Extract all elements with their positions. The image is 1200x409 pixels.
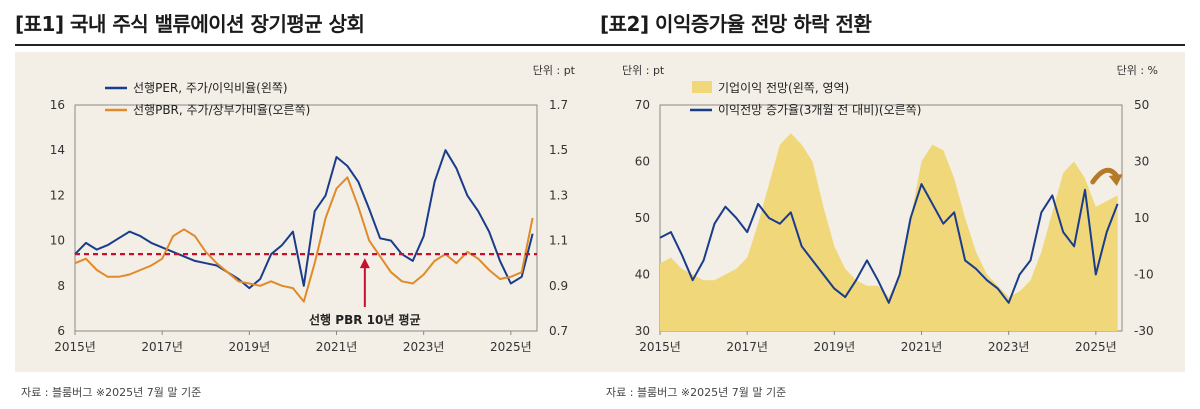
x-tick-label: 2021년 — [901, 340, 943, 354]
y-tick-label-right: 10 — [1134, 211, 1149, 225]
chart-area: 16 14 12 10 8 6 1.7 1.5 1.3 1.1 0.9 0.7 2015년 2017년 20… — [15, 52, 600, 372]
y-tick-label-right: 50 — [1134, 98, 1149, 112]
x-tick-label: 2019년 — [814, 340, 856, 354]
y-tick-label-right: 1.1 — [549, 234, 568, 248]
plot-frame — [74, 104, 538, 332]
x-tick-label: 2017년 — [726, 340, 768, 354]
x-tick-label: 2015년 — [54, 340, 96, 354]
chart-title: [표2] 이익증가율 전망 하락 전환 — [600, 12, 872, 36]
y-tick-label-right: 0.7 — [549, 324, 568, 338]
x-tick-label: 2019년 — [229, 340, 271, 354]
x-tick-label: 2025년 — [1075, 340, 1117, 354]
chart-svg: 16 14 12 10 8 6 1.7 1.5 1.3 1.1 0.9 0.7 2015년 2017년 20… — [50, 64, 576, 354]
y-tick-label-right: 1.5 — [549, 143, 568, 157]
source-note: 자료 : 블룸버그 ※2025년 7월 말 기준 — [606, 386, 787, 399]
x-tick-label: 2023년 — [403, 340, 445, 354]
unit-label-left: 단위 : pt — [622, 64, 665, 77]
y-tick-label-right: -30 — [1134, 324, 1154, 338]
x-tick-label: 2017년 — [141, 340, 183, 354]
y-tick-label-left: 12 — [50, 188, 65, 202]
y-tick-label-right: -10 — [1134, 268, 1154, 282]
source-note: 자료 : 블룸버그 ※2025년 7월 말 기준 — [21, 386, 202, 399]
reference-arrow-head — [359, 258, 370, 269]
reference-line-label: 선행 PBR 10년 평균 — [309, 312, 421, 327]
y-tick-label-left: 10 — [50, 234, 65, 248]
y-tick-label-right: 30 — [1134, 155, 1149, 169]
y-tick-label-left: 40 — [635, 268, 650, 282]
y-tick-label-left: 6 — [57, 324, 65, 338]
series-line-1 — [74, 176, 534, 303]
series-line-0 — [74, 149, 534, 290]
chart-panel-left: [표1] 국내 주식 밸류에이션 장기평균 상회 16 14 12 10 8 6 1.7 1.… — [15, 0, 600, 409]
series-line-1 — [659, 183, 1119, 304]
y-tick-label-right: 1.7 — [549, 98, 568, 112]
legend-label-1: 선행PBR, 주가/장부가비율(오른쪽) — [133, 102, 310, 117]
unit-label-right: 단위 : % — [1117, 64, 1158, 77]
y-tick-label-left: 16 — [50, 98, 65, 112]
curved-arrow-icon — [1090, 167, 1120, 185]
y-tick-label-left: 50 — [635, 211, 650, 225]
x-tick-label: 2021년 — [316, 340, 358, 354]
curved-arrow-head-icon — [1108, 174, 1123, 186]
unit-label: 단위 : pt — [533, 64, 576, 77]
chart-svg: 70 60 50 40 30 50 30 10 -10 -30 2015년 2017년 2019년 202… — [622, 64, 1158, 354]
y-tick-label-right: 1.3 — [549, 188, 568, 202]
legend-label-0: 기업이익 전망(왼쪽, 영역) — [718, 81, 849, 95]
chart-area: 70 60 50 40 30 50 30 10 -10 -30 2015년 2017년 2019년 202… — [600, 52, 1185, 372]
legend-label-1: 이익전망 증가율(3개월 전 대비)(오른쪽) — [718, 103, 921, 117]
title-divider — [15, 44, 600, 46]
y-tick-label-right: 0.9 — [549, 279, 568, 293]
title-divider — [600, 44, 1185, 46]
y-tick-label-left: 8 — [57, 279, 65, 293]
chart-panel-right: [표2] 이익증가율 전망 하락 전환 70 60 50 40 30 50 30 10 -10 -… — [600, 0, 1185, 409]
series-area-0 — [660, 133, 1118, 331]
chart-title: [표1] 국내 주식 밸류에이션 장기평균 상회 — [15, 12, 365, 36]
y-tick-label-left: 60 — [635, 155, 650, 169]
x-tick-label: 2023년 — [988, 340, 1030, 354]
y-tick-label-left: 14 — [50, 143, 65, 157]
legend-label-0: 선행PER, 주가/이익비율(왼쪽) — [133, 80, 288, 95]
y-tick-label-left: 30 — [635, 324, 650, 338]
legend-swatch-0 — [692, 81, 712, 93]
y-tick-label-left: 70 — [635, 98, 650, 112]
x-tick-label: 2025년 — [490, 340, 532, 354]
x-tick-label: 2015년 — [639, 340, 681, 354]
